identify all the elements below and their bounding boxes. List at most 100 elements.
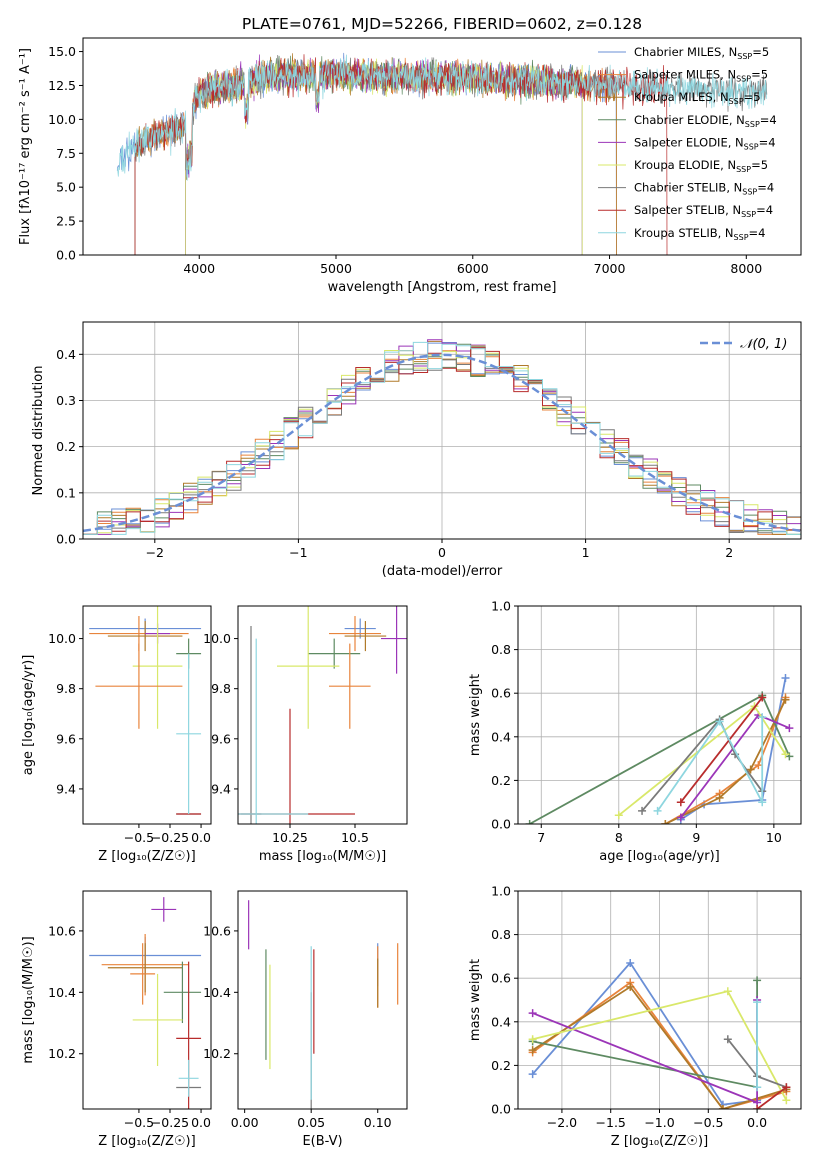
errorbar-point — [344, 618, 376, 639]
weight-line — [664, 699, 787, 824]
legend-label: Salpeter ELODIE, NSSP=4 — [634, 135, 776, 151]
y-tick-label: 7.5 — [56, 146, 76, 161]
x-tick-label: 4000 — [183, 261, 215, 276]
errorbar-point — [176, 653, 202, 814]
weight-marker — [614, 811, 623, 820]
axes-frame — [237, 605, 408, 825]
weight-marker — [782, 1083, 791, 1092]
y-tick-label: 0.2 — [56, 439, 76, 454]
errorbar-point — [329, 643, 371, 729]
y-tick-label: 0.6 — [491, 686, 511, 701]
legend-label: Chabrier MILES, NSSP=5 — [634, 45, 769, 61]
weight-marker — [758, 693, 767, 702]
y-tick-label: 9.8 — [56, 681, 76, 696]
weight-marker — [753, 1083, 762, 1092]
y-tick-label: 0.4 — [56, 347, 76, 362]
weight-line — [532, 985, 787, 1109]
x-axis-label: Z [log₁₀(Z/Z☉)] — [98, 849, 195, 864]
weight-marker — [525, 820, 534, 824]
weight-series — [676, 693, 767, 807]
legend-label: Salpeter MILES, NSSP=5 — [634, 68, 768, 84]
weight-marker — [626, 958, 635, 967]
legend-label: Kroupa STELIB, NSSP=4 — [634, 226, 765, 242]
weight-marker — [781, 673, 790, 682]
spectrum-line — [116, 54, 767, 181]
weight-marker — [723, 987, 732, 996]
weight-marker — [528, 1070, 537, 1079]
x-tick-label: −0.5 — [124, 1115, 154, 1130]
plot-area — [89, 897, 202, 1109]
legend-suffix: =5 — [751, 158, 768, 172]
y-axis-label: age [log₁₀(age/yr)] — [21, 655, 36, 776]
weight-series — [528, 987, 791, 1105]
weight-marker — [528, 1009, 537, 1018]
weight-marker — [715, 717, 724, 726]
panel-spectrum: 4000 5000 6000 7000 8000 0.0 2.5 5.0 7.5 10.0 12.5… — [18, 37, 802, 295]
panel-age_vs_mass: 10.25 10.5 9.4 9.6 9.8 10.0 mass [log₁₀(M/M☉)] — [203, 605, 408, 864]
y-tick-label: 10.4 — [48, 985, 76, 1000]
legend-suffix: =5 — [752, 45, 769, 59]
x-tick-label: 2 — [725, 545, 733, 560]
weight-marker — [758, 798, 767, 807]
y-tick-label: 0.4 — [491, 1014, 511, 1029]
axes-frame — [82, 605, 212, 825]
weight-marker — [753, 998, 762, 1007]
panel-age_vs_Z: −0.5−0.25 0.0 9.4 9.6 9.8 10.0 Z [log₁₀(Z/Z☉)]… — [21, 605, 212, 864]
y-tick-label: 0.1 — [56, 485, 76, 500]
y-tick-label: 10.0 — [203, 631, 231, 646]
x-tick-label: 0.05 — [297, 1115, 325, 1130]
x-axis-label: age [log₁₀(age/yr)] — [599, 849, 720, 864]
x-tick-label: 0 — [438, 545, 446, 560]
x-tick-label: 0.0 — [747, 1115, 767, 1130]
legend-subscript: SSP — [744, 142, 759, 151]
y-tick-label: 0.0 — [56, 532, 76, 547]
x-tick-label: 0.0 — [191, 830, 211, 845]
y-tick-label: 9.4 — [56, 781, 76, 796]
x-axis-label: mass [log₁₀(M/M☉)] — [259, 849, 386, 864]
panel-mass_vs_Z: −0.5−0.25 0.0 10.2 10.4 10.6 Z [log₁₀(Z/Z☉)] m… — [21, 890, 212, 1149]
legend-subscript: SSP — [736, 165, 751, 174]
weight-marker — [528, 1035, 537, 1044]
y-tick-label: 5.0 — [56, 180, 76, 195]
y-tick-label: 0.3 — [56, 393, 76, 408]
errorbar-point — [178, 1059, 199, 1097]
panel-residual_hist: −2 −1 0 1 2 0.0 0.1 0.2 0.3 0.4 (data-model)/error… — [31, 321, 802, 579]
x-axis-label: wavelength [Angstrom, rest frame] — [328, 280, 557, 295]
weight-marker — [723, 1035, 732, 1044]
weight-line — [680, 697, 763, 803]
errorbar-point — [132, 973, 183, 1067]
y-tick-label: 10.4 — [203, 985, 231, 1000]
x-tick-label: 0.0 — [191, 1115, 211, 1130]
legend-suffix: =4 — [760, 113, 777, 127]
weight-series — [661, 695, 790, 824]
legend-subscript: SSP — [729, 97, 744, 106]
errorbar-point — [344, 621, 387, 652]
x-tick-label: −1.5 — [596, 1115, 626, 1130]
weight-series — [528, 958, 762, 1109]
errorbar-point — [308, 638, 361, 669]
weight-line — [532, 980, 758, 1089]
errorbar-point — [132, 606, 183, 729]
y-tick-label: 10.2 — [48, 1046, 76, 1061]
weight-series — [753, 1083, 791, 1109]
axes-frame — [517, 605, 802, 825]
x-axis-label: E(B-V) — [302, 1134, 342, 1149]
errorbar-point — [329, 616, 381, 652]
weight-line — [532, 1000, 758, 1104]
x-tick-label: 8000 — [730, 261, 762, 276]
legend-suffix: =5 — [744, 90, 761, 104]
errorbar-point — [238, 638, 309, 824]
legend-suffix: =4 — [749, 226, 766, 240]
legend-label: Kroupa ELODIE, NSSP=5 — [634, 158, 768, 174]
y-tick-label: 15.0 — [48, 44, 76, 59]
weight-marker — [653, 806, 662, 815]
legend-suffix: =4 — [757, 181, 774, 195]
x-tick-label: 10 — [766, 830, 782, 845]
plot-area — [525, 673, 794, 824]
weight-marker — [782, 1096, 791, 1105]
y-tick-label: 0.8 — [491, 927, 511, 942]
axes-frame — [82, 37, 802, 256]
errorbar-point — [107, 621, 183, 652]
panel-mass_vs_ebv: 0.00 0.05 0.10 10.2 10.4 10.6 E(B-V) — [203, 890, 408, 1149]
y-tick-label: 0.4 — [491, 729, 511, 744]
